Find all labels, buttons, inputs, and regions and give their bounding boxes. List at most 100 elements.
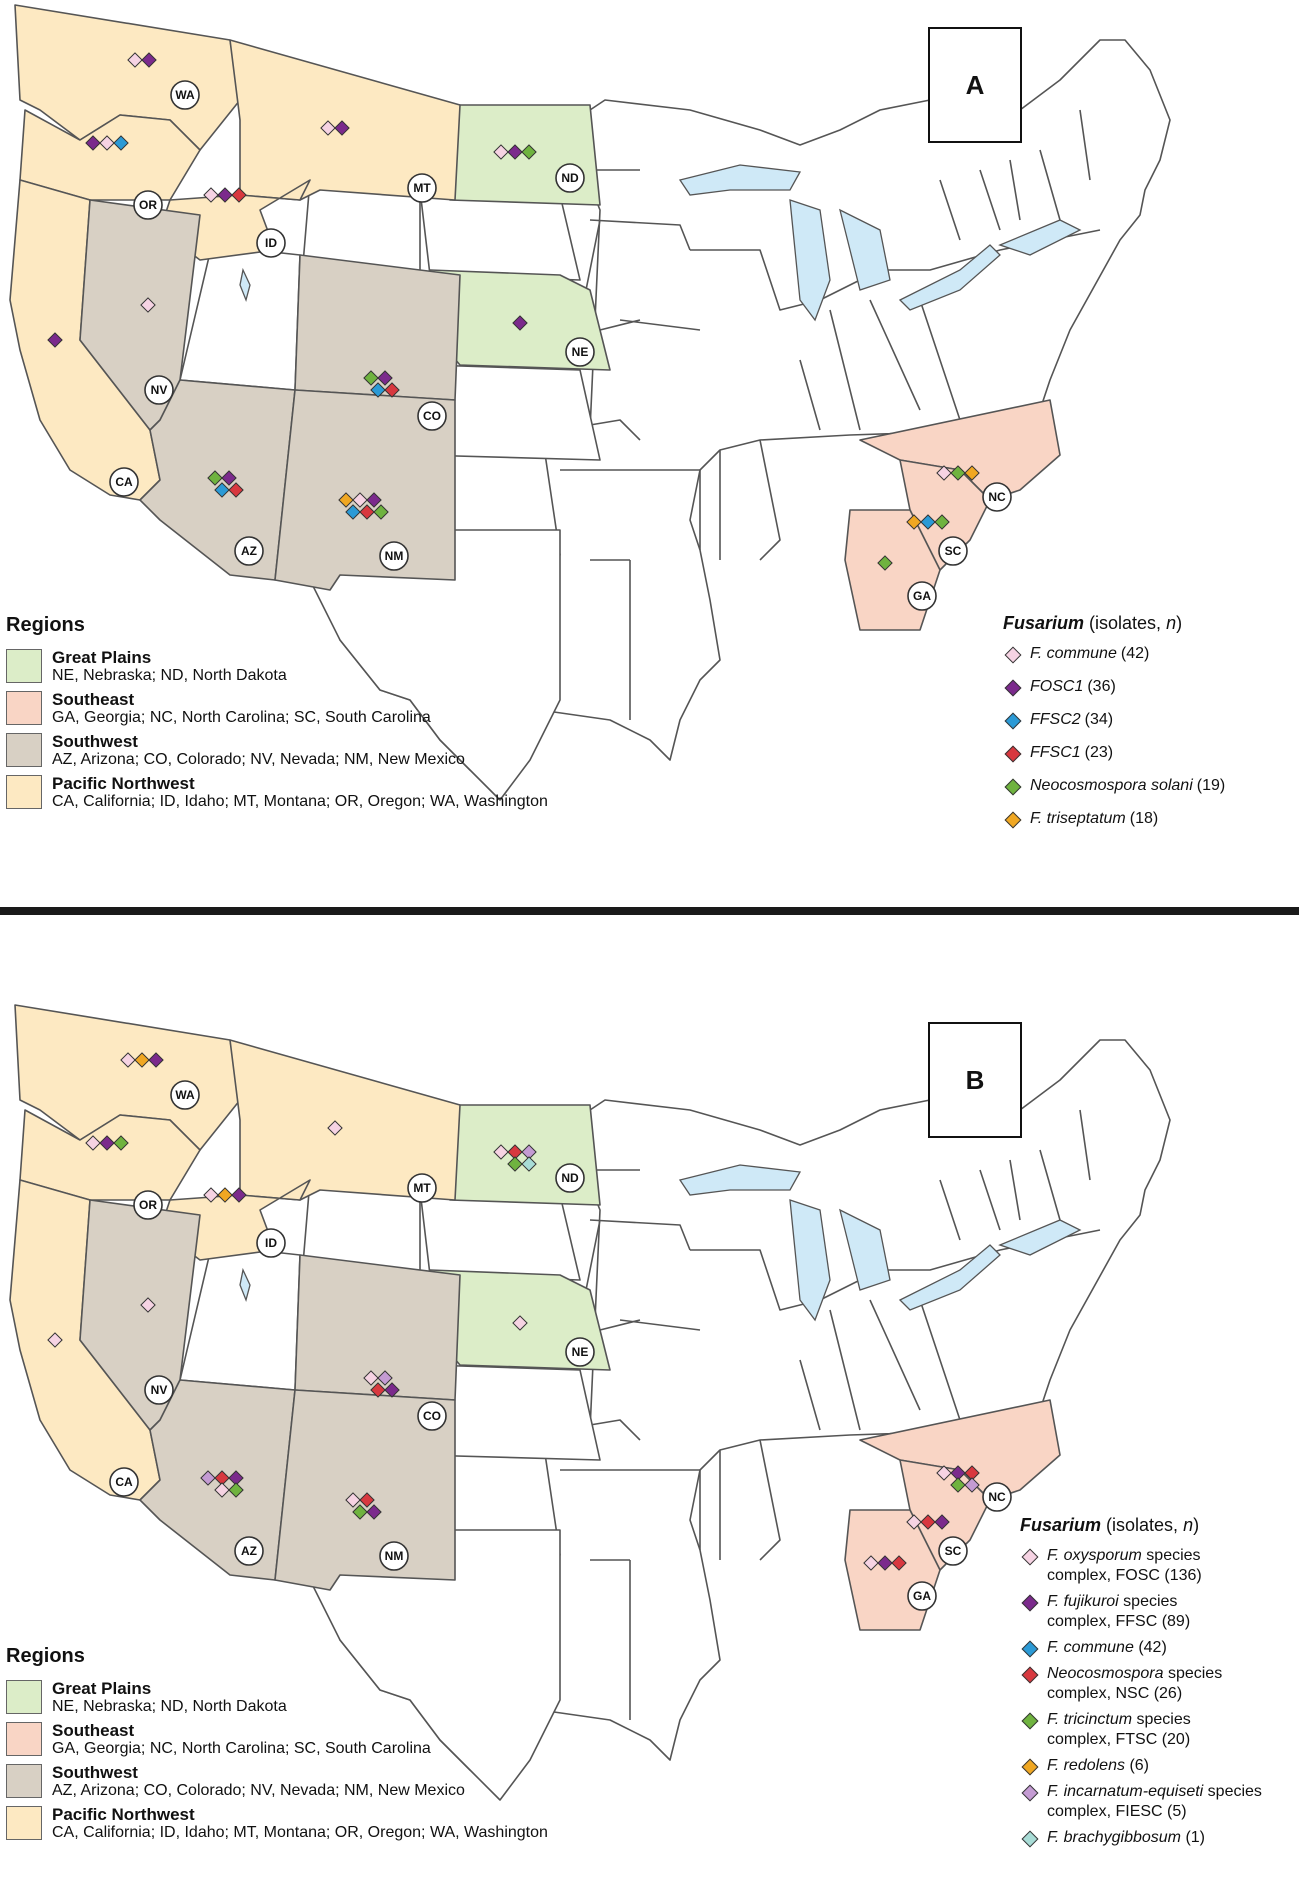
svg-text:CA: CA xyxy=(115,475,133,489)
state-badge-wa: WA xyxy=(170,80,200,110)
isolate-diamond-nc xyxy=(950,1465,966,1481)
isolate-diamond-nd xyxy=(507,1156,523,1172)
isolate-diamond-nc xyxy=(950,465,966,481)
state-badge-ca: CA xyxy=(109,467,139,497)
state-badge-nm: NM xyxy=(379,541,409,571)
region-name: Southeast xyxy=(52,1721,135,1740)
state-badge-mt: MT xyxy=(407,173,437,203)
isolate-diamond-az xyxy=(207,470,223,486)
state-badge-nc: NC xyxy=(982,482,1012,512)
legend-item-neocosmospora-solani: Neocosmospora solani (19) xyxy=(1003,776,1225,796)
diamond-icon xyxy=(1021,1666,1039,1684)
isolate-diamond-sc xyxy=(906,1514,922,1530)
isolate-diamond-co xyxy=(384,1382,400,1398)
isolate-diamond-wa xyxy=(120,1052,136,1068)
isolate-diamond-or xyxy=(99,1135,115,1151)
svg-text:ID: ID xyxy=(265,1236,277,1250)
regions-legend-a: Regions Great Plains NE, Nebraska; ND, N… xyxy=(6,614,706,817)
region-southwest: Southwest AZ, Arizona; CO, Colorado; NV,… xyxy=(6,733,706,769)
isolate-diamond-az xyxy=(214,1470,230,1486)
diamond-icon xyxy=(1004,778,1022,796)
region-desc: NE, Nebraska; ND, North Dakota xyxy=(52,1698,287,1715)
state-badge-az: AZ xyxy=(234,1536,264,1566)
panel-divider xyxy=(0,907,1299,915)
diamond-icon xyxy=(1004,679,1022,697)
isolate-diamond-nm xyxy=(338,492,354,508)
svg-text:NE: NE xyxy=(572,1345,589,1359)
svg-text:NM: NM xyxy=(385,549,404,563)
regions-title: Regions xyxy=(6,1645,85,1667)
region-desc: CA, California; ID, Idaho; MT, Montana; … xyxy=(52,1824,548,1841)
fusarium-legend-a: Fusarium (isolates, n) F. commune (42) FO… xyxy=(1003,613,1225,842)
legend-title: Fusarium (isolates, n) xyxy=(1020,1515,1200,1535)
isolate-diamond-nv xyxy=(140,297,156,313)
svg-text:CA: CA xyxy=(115,1475,133,1489)
isolate-diamond-wa xyxy=(127,52,143,68)
region-swatch xyxy=(6,1722,42,1756)
isolate-diamond-ca xyxy=(47,1332,63,1348)
isolate-diamond-sc xyxy=(934,514,950,530)
diamond-icon xyxy=(1021,1548,1039,1566)
legend-title: Fusarium (isolates, n) xyxy=(1003,613,1183,633)
svg-text:NC: NC xyxy=(988,490,1006,504)
isolate-diamond-ne xyxy=(512,1315,528,1331)
svg-text:AZ: AZ xyxy=(241,1544,257,1558)
legend-item-f-triseptatum: F. triseptatum (18) xyxy=(1003,809,1225,829)
isolate-diamond-nd xyxy=(507,1144,523,1160)
isolate-diamond-nm xyxy=(352,1504,368,1520)
state-markers-a: WA OR ID MT ND NE NV CA CO AZ NM NC SC G… xyxy=(109,80,1012,611)
region-desc: AZ, Arizona; CO, Colorado; NV, Nevada; N… xyxy=(52,751,465,768)
svg-text:GA: GA xyxy=(913,589,931,603)
regions-title: Regions xyxy=(6,614,85,636)
isolate-diamond-or xyxy=(113,135,129,151)
isolate-diamond-nd xyxy=(507,144,523,160)
isolate-diamond-wa xyxy=(148,1052,164,1068)
isolate-diamond-nc xyxy=(964,1465,980,1481)
diamond-icon xyxy=(1021,1712,1039,1730)
diamond-icon xyxy=(1021,1594,1039,1612)
diamond-icon xyxy=(1004,712,1022,730)
svg-text:CO: CO xyxy=(423,1409,441,1423)
isolate-diamond-nc xyxy=(964,1477,980,1493)
isolate-diamond-or xyxy=(113,1135,129,1151)
region-desc: CA, California; ID, Idaho; MT, Montana; … xyxy=(52,793,548,810)
diamond-icon xyxy=(1021,1784,1039,1802)
isolate-diamond-ne xyxy=(512,315,528,331)
isolate-diamond-nm xyxy=(352,492,368,508)
isolate-diamond-nm xyxy=(359,1492,375,1508)
diamond-icon xyxy=(1021,1830,1039,1848)
state-badge-or: OR xyxy=(133,190,163,220)
isolate-diamond-nm xyxy=(345,504,361,520)
legend-item-nsc: Neocosmospora species complex, NSC (26) xyxy=(1020,1664,1262,1704)
isolate-diamond-id xyxy=(203,1187,219,1203)
state-badge-id: ID xyxy=(256,228,286,258)
isolate-diamond-nm xyxy=(366,492,382,508)
isolate-diamonds-b xyxy=(47,1052,980,1571)
isolate-diamond-co xyxy=(377,1370,393,1386)
state-badge-or: OR xyxy=(133,1190,163,1220)
isolate-diamond-co xyxy=(363,370,379,386)
isolate-diamond-ga xyxy=(863,1555,879,1571)
region-name: Pacific Northwest xyxy=(52,774,195,793)
isolate-diamond-id xyxy=(231,187,247,203)
isolate-diamond-mt xyxy=(320,120,336,136)
svg-text:AZ: AZ xyxy=(241,544,257,558)
svg-text:ND: ND xyxy=(561,171,579,185)
legend-item-ffsc2: FFSC2 (34) xyxy=(1003,710,1225,730)
region-southwest: Southwest AZ, Arizona; CO, Colorado; NV,… xyxy=(6,1764,706,1800)
isolate-diamond-ga xyxy=(877,555,893,571)
region-name: Southwest xyxy=(52,1763,138,1782)
svg-text:NV: NV xyxy=(151,383,168,397)
isolate-diamond-or xyxy=(85,135,101,151)
isolate-diamond-nd xyxy=(521,1144,537,1160)
state-badge-co: CO xyxy=(417,1401,447,1431)
isolate-diamond-id xyxy=(217,1187,233,1203)
region-great-plains: Great Plains NE, Nebraska; ND, North Dak… xyxy=(6,649,706,685)
region-name: Southeast xyxy=(52,690,135,709)
isolate-diamond-wa xyxy=(141,52,157,68)
isolate-diamond-nd xyxy=(521,1156,537,1172)
region-southeast: Southeast GA, Georgia; NC, North Carolin… xyxy=(6,691,706,727)
isolate-diamond-az xyxy=(228,1482,244,1498)
svg-text:SC: SC xyxy=(945,1544,962,1558)
region-swatch xyxy=(6,1806,42,1840)
